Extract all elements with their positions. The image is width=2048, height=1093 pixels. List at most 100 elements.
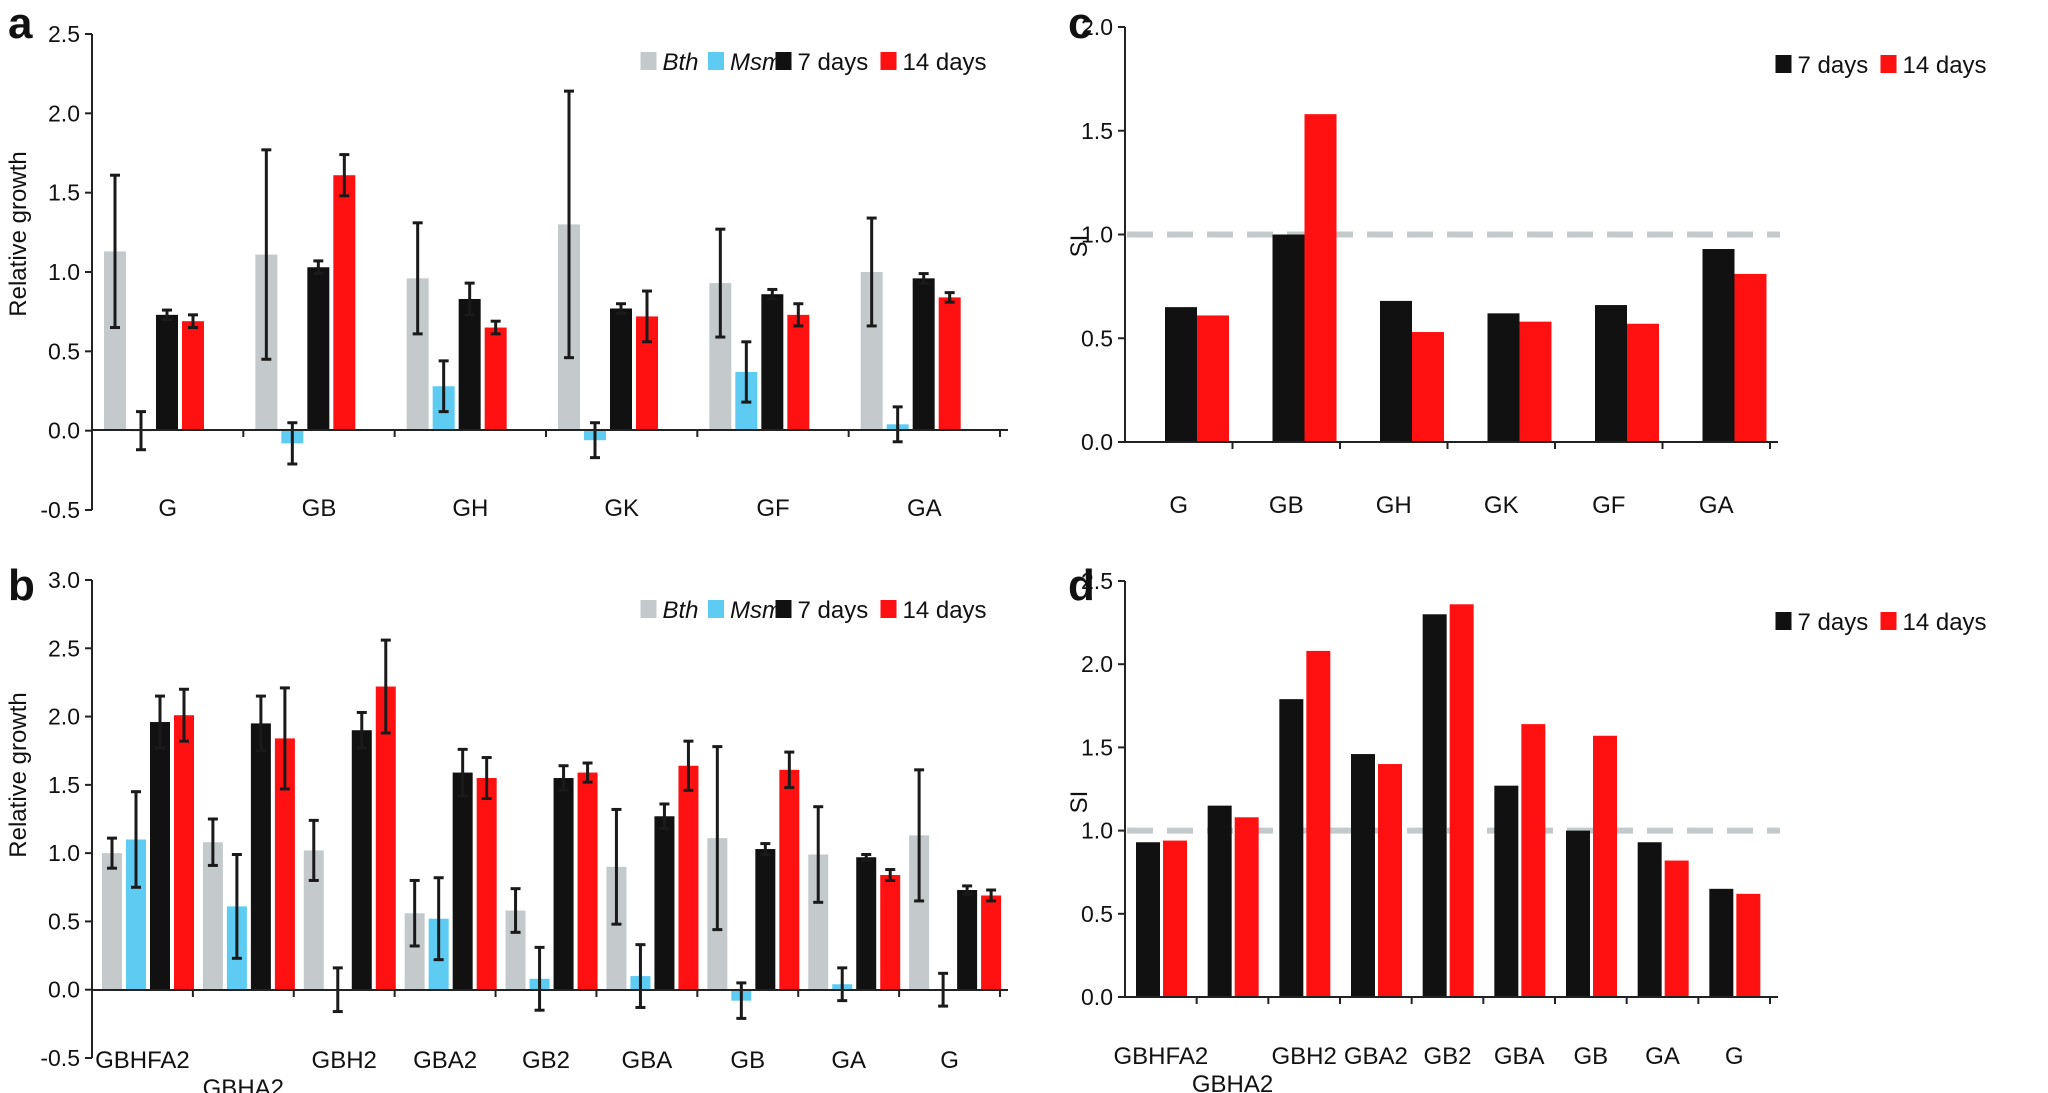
y-axis-label: SI: [1066, 791, 1093, 814]
error-bar: [767, 287, 778, 301]
legend-label: Msm: [730, 49, 782, 76]
bar-7-days: [1136, 842, 1160, 997]
bar-bth: [202, 842, 223, 990]
bar-14-days: [938, 297, 961, 431]
error-bar: [611, 807, 622, 926]
y-tick-label: 1.0: [1081, 818, 1113, 844]
y-tick-label: -0.5: [40, 497, 80, 523]
category-label: GBHA2: [1192, 1071, 1273, 1093]
bar-7-days: [250, 723, 271, 990]
legend-label: 14 days: [1903, 52, 1987, 79]
error-bar: [813, 805, 824, 904]
legend-swatch: [708, 52, 724, 70]
bar-7-days: [458, 298, 481, 431]
panel-a-chart: a Relative growth -0.5 0.0 0.5 1.0 1.5 2.0 2.5 G G…: [5, 0, 1008, 523]
y-tick-label: 0.5: [1081, 901, 1113, 927]
error-bar: [944, 291, 955, 304]
bar-7-days: [1351, 754, 1375, 997]
legend-swatch: [1775, 55, 1792, 73]
bar-14-days: [678, 765, 699, 990]
bar-14-days: [577, 772, 598, 990]
bar-14-days: [1736, 893, 1761, 997]
bar-bth: [102, 853, 122, 990]
y-tick-label: 0.0: [1081, 429, 1113, 455]
bar-7-days: [761, 294, 784, 431]
error-bar: [207, 817, 218, 867]
legend-swatch: [708, 600, 724, 618]
bar-7-days: [755, 849, 776, 990]
legend-swatch: [1880, 612, 1897, 630]
category-label: G: [158, 495, 177, 522]
bar-7-days: [150, 722, 170, 990]
error-bar: [582, 761, 593, 784]
bar-14-days: [880, 874, 901, 990]
y-tick-label: 2.0: [1081, 14, 1113, 40]
error-bar: [279, 686, 290, 791]
bar-7-days: [1702, 249, 1735, 442]
legend-label: Bth: [663, 597, 699, 624]
y-tick-label: 1.5: [48, 180, 80, 206]
error-bar: [155, 694, 165, 750]
y-tick-label: 1.5: [1081, 734, 1113, 760]
category-label: GK: [604, 495, 639, 522]
error-bar: [866, 216, 877, 328]
bar-bth: [709, 283, 732, 431]
category-label: GBH2: [312, 1047, 377, 1074]
bar-7-days: [654, 816, 675, 990]
bar-7-days: [1494, 785, 1519, 997]
bar-7-days: [553, 778, 574, 990]
error-bar: [409, 878, 420, 948]
bar-bth: [808, 854, 829, 990]
error-bar: [534, 945, 545, 1012]
category-label: GBHFA2: [95, 1047, 190, 1074]
panel-c-letter: c: [1068, 0, 1092, 48]
category-label: GBA2: [1344, 1043, 1408, 1070]
bar-14-days: [1593, 735, 1617, 997]
legend-swatch: [1775, 612, 1792, 630]
error-bar: [308, 818, 319, 882]
error-bar: [162, 308, 172, 322]
category-label: GA: [907, 495, 942, 522]
y-axis-label: Relative growth: [5, 692, 32, 857]
error-bar: [712, 745, 723, 932]
y-tick-label: 0.5: [48, 908, 80, 934]
error-bar: [438, 359, 449, 414]
bar-14-days: [333, 175, 356, 431]
bar-14-days: [636, 316, 658, 431]
bar-14-days: [174, 715, 194, 990]
bar-14-days: [1412, 332, 1444, 442]
panel-b-letter: b: [8, 561, 35, 610]
error-bar: [457, 747, 468, 798]
error-bar: [107, 836, 117, 870]
y-tick-label: 1.0: [1081, 222, 1113, 248]
panel-a-letter: a: [8, 0, 33, 48]
legend-label: 14 days: [903, 597, 987, 624]
error-bar: [861, 853, 872, 862]
bar-14-days: [1163, 840, 1187, 997]
bar-14-days: [1304, 114, 1337, 443]
legend-label: 14 days: [1903, 609, 1987, 636]
y-tick-label: 2.0: [48, 704, 80, 730]
bar-14-days: [1197, 315, 1229, 442]
y-tick-label: 1.5: [1081, 118, 1113, 144]
y-tick-label: 3.0: [48, 567, 80, 593]
bar-7-days: [351, 730, 372, 990]
error-bar: [110, 173, 120, 330]
category-label: GH: [452, 495, 488, 522]
bar-7-days: [1487, 313, 1520, 442]
category-label: GA: [1699, 492, 1734, 519]
category-label: GF: [1592, 492, 1625, 519]
error-bar: [736, 981, 747, 1020]
bar-bth: [606, 866, 627, 990]
bar-7-days: [1709, 888, 1734, 997]
bar-14-days: [375, 686, 396, 990]
error-bar: [642, 289, 652, 344]
error-bar: [313, 259, 324, 276]
error-bar: [231, 853, 242, 960]
category-label: GBA: [622, 1047, 673, 1074]
error-bar: [793, 302, 804, 328]
error-bar: [131, 790, 141, 889]
error-bar: [179, 687, 189, 743]
category-label: GB: [1269, 492, 1304, 519]
